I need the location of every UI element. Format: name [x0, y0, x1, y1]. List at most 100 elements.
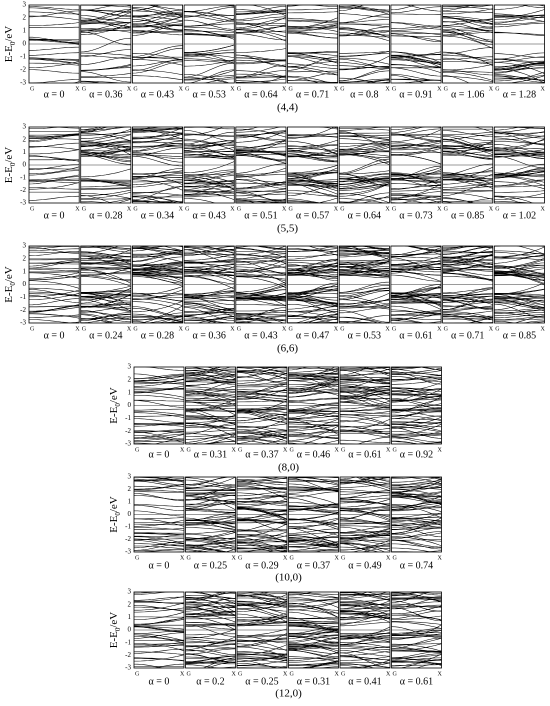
band-line [288, 625, 339, 634]
band-line [340, 497, 390, 504]
band-line [339, 142, 390, 147]
band-line [29, 262, 80, 265]
band-line [184, 62, 235, 78]
band-line [184, 267, 235, 280]
band-line [184, 295, 235, 310]
band-line [237, 432, 287, 439]
band-line [237, 485, 287, 500]
panel-frame [287, 245, 339, 324]
band-line [186, 588, 236, 591]
k-label: X [437, 326, 442, 332]
band-line [235, 293, 287, 300]
band-line [391, 426, 442, 433]
band-line [287, 270, 338, 276]
band-line [260, 75, 287, 83]
band-line [339, 145, 390, 154]
panel [132, 127, 183, 203]
band-line [237, 534, 287, 542]
band-line [29, 182, 80, 190]
band-line [442, 246, 467, 249]
band-line [494, 282, 545, 295]
y-tick-label: 1 [23, 148, 27, 156]
band-line [103, 197, 131, 203]
band-line [288, 430, 339, 436]
band-line [287, 282, 338, 298]
band-line [29, 135, 80, 143]
band-line [442, 6, 493, 10]
band-line [494, 175, 545, 187]
y-tick-label: -1 [20, 53, 26, 61]
alpha-label: α = 0.2 [196, 676, 224, 687]
k-label: X [283, 671, 288, 677]
band-line [134, 648, 184, 654]
band-line [237, 376, 287, 383]
band-line [185, 371, 236, 381]
band-line [132, 246, 152, 248]
panel-frame [338, 126, 390, 204]
band-line [237, 622, 287, 626]
band-line [132, 14, 183, 25]
band-line [186, 554, 236, 559]
band-line [235, 268, 287, 285]
band-line [288, 629, 339, 635]
y-tick-label: 3 [23, 1, 27, 9]
band-line [494, 251, 545, 258]
band-line [442, 139, 493, 151]
band-line [392, 353, 442, 364]
band-line [287, 56, 338, 71]
band-line [391, 592, 421, 597]
band-line [339, 316, 384, 323]
band-line [442, 47, 493, 55]
band-line [132, 182, 183, 188]
band-line [339, 290, 390, 294]
band-line [340, 367, 349, 368]
panel-frame [236, 591, 288, 669]
band-line [184, 7, 235, 18]
band-line [235, 193, 286, 197]
band-line [235, 273, 287, 282]
band-line [339, 34, 390, 38]
band-line [184, 142, 235, 151]
panel-frame [236, 476, 288, 553]
band-line [80, 8, 131, 23]
band-line [257, 592, 287, 602]
y-tick-label: -1 [125, 414, 131, 422]
band-line [287, 200, 327, 203]
band-line [442, 173, 493, 185]
k-label: G [495, 206, 500, 212]
alpha-label: α = 0 [149, 676, 170, 687]
band-line [235, 13, 287, 20]
band-line [80, 9, 131, 12]
k-label: G [444, 326, 449, 332]
band-line [340, 391, 390, 396]
band-line [134, 435, 184, 443]
band-line [391, 373, 442, 380]
band-line [340, 378, 390, 382]
band-line [287, 254, 338, 257]
band-line [80, 127, 130, 131]
band-line [340, 598, 390, 609]
k-label: G [392, 326, 397, 332]
band-line [184, 313, 235, 320]
band-line [287, 151, 338, 157]
band-line [29, 127, 62, 129]
band-line [134, 519, 184, 527]
band-line [391, 503, 442, 510]
band-line [390, 310, 442, 316]
band-line [132, 246, 183, 251]
band-line [235, 9, 286, 14]
band-line [184, 131, 235, 145]
band-line [391, 592, 431, 603]
y-tick-label: 1 [128, 613, 132, 621]
k-label: X [179, 206, 184, 212]
k-label: G [238, 555, 243, 561]
panel [287, 246, 338, 323]
band-line [134, 477, 177, 481]
band-line [340, 378, 390, 381]
band-line [185, 539, 236, 548]
band-line [494, 127, 521, 131]
band-line [287, 272, 338, 275]
band-line [391, 621, 442, 625]
band-line [132, 271, 183, 274]
band-line [339, 259, 390, 262]
